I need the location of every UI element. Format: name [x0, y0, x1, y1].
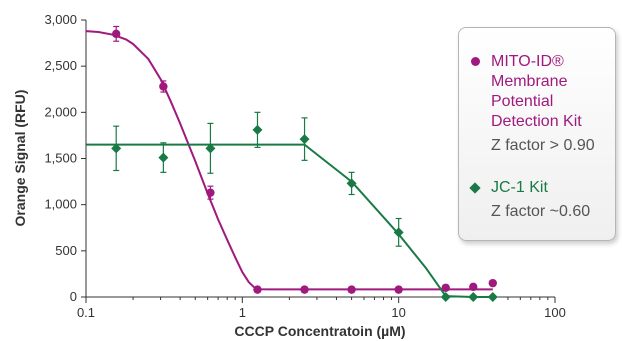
series-mito-id	[85, 25, 497, 294]
data-point	[393, 227, 404, 238]
fit-curve	[86, 143, 493, 298]
y-tick-label: 1,500	[44, 151, 77, 166]
data-point	[488, 278, 497, 288]
legend-circle-marker	[471, 57, 480, 66]
y-tick-label: 2,500	[44, 58, 77, 73]
legend: MITO-ID® Membrane Potential Detection Ki…	[458, 27, 616, 241]
data-point	[299, 134, 310, 145]
y-tick-label: 0	[70, 289, 77, 304]
legend-note-mito-id: Z factor > 0.90	[491, 137, 595, 154]
series-jc1	[86, 111, 498, 302]
data-point	[111, 143, 122, 154]
data-point	[487, 292, 498, 302]
data-point	[441, 283, 450, 292]
series-layer	[85, 25, 498, 302]
data-point	[158, 152, 169, 163]
x-tick-label: 100	[544, 305, 566, 320]
data-point	[253, 285, 262, 294]
data-point	[159, 82, 168, 91]
data-point	[468, 292, 479, 302]
legend-label-mito-id: MITO-ID® Membrane Potential Detection Ki…	[491, 53, 582, 130]
data-point	[346, 178, 357, 189]
y-tick-label: 3,000	[44, 12, 77, 27]
fit-curve	[85, 30, 493, 291]
y-tick-label: 500	[55, 243, 77, 258]
x-axis-title: CCCP Concentratoin (µM)	[234, 323, 405, 339]
data-point	[394, 285, 403, 294]
legend-note-jc1: Z factor ~0.60	[491, 203, 591, 220]
y-tick-label: 1,000	[44, 197, 77, 212]
data-point	[111, 29, 121, 39]
legend-entry-mito-id: MITO-ID® Membrane Potential Detection Ki…	[471, 52, 609, 156]
data-point	[469, 282, 478, 292]
y-axis-title: Orange Signal (RFU)	[12, 90, 28, 227]
data-point	[205, 143, 216, 154]
x-tick-label: 0.1	[77, 305, 95, 320]
data-point	[300, 285, 309, 294]
legend-label-jc1: JC-1 Kit	[491, 179, 548, 196]
x-tick-label: 10	[391, 305, 405, 320]
data-point	[440, 292, 451, 302]
axes: 0 500 1,000 1,500 2,000 2,500 3,000 0.1 1 10 100	[44, 12, 565, 320]
data-point	[252, 124, 263, 135]
x-tick-label: 1	[239, 305, 246, 320]
legend-entry-jc1: JC-1 Kit Z factor ~0.60	[469, 178, 609, 222]
data-point	[206, 188, 215, 197]
data-point	[347, 285, 356, 294]
legend-diamond-marker	[469, 182, 481, 194]
y-tick-label: 2,000	[44, 104, 77, 119]
